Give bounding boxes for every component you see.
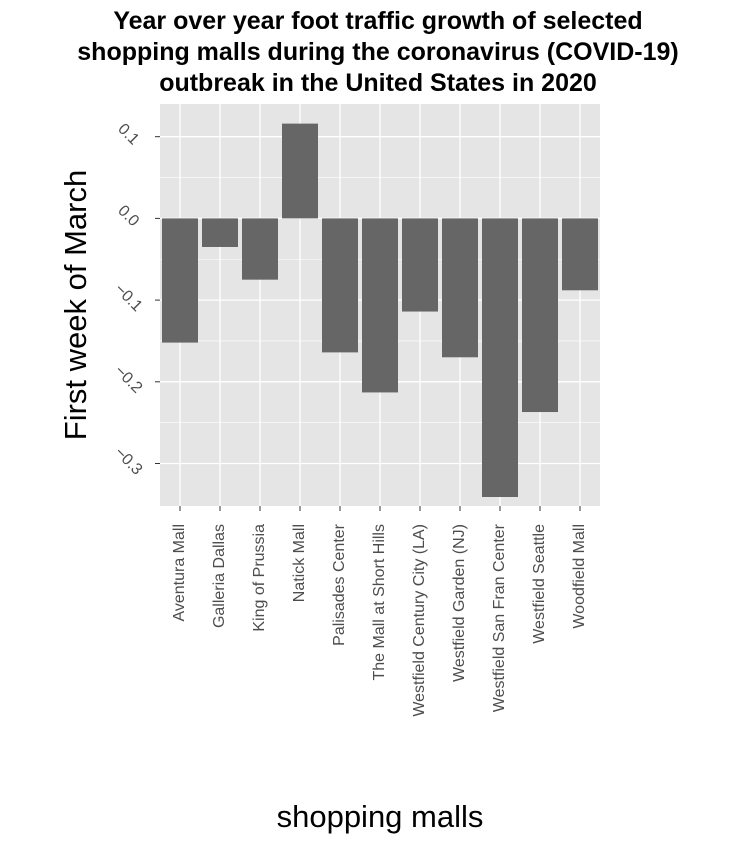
bar: [322, 218, 358, 353]
chart-title-line: outbreak in the United States in 2020: [159, 69, 597, 97]
bar: [202, 218, 238, 247]
x-tick-label: Westfield Seattle: [531, 524, 548, 644]
y-tick-label: −0.2: [111, 362, 145, 396]
x-tick-label: King of Prussia: [251, 524, 268, 632]
x-tick-label: The Mall at Short Hills: [371, 524, 388, 681]
x-tick-label: Woodfield Mall: [571, 524, 588, 629]
bar: [282, 123, 318, 219]
bar: [162, 218, 198, 343]
bar: [362, 218, 398, 393]
bars: [162, 123, 598, 498]
x-tick-label: Natick Mall: [291, 524, 308, 602]
x-tick-label: Westfield Century City (LA): [411, 524, 428, 717]
x-tick-label: Westfield Garden (NJ): [451, 524, 468, 682]
x-tick-label: Palisades Center: [331, 523, 348, 646]
bar: [442, 218, 478, 358]
bar: [482, 218, 518, 498]
x-axis-ticks: Aventura Mall Galleria Dallas King of Prus…: [171, 506, 588, 717]
chart-title-line: Year over year foot traffic growth of se…: [113, 7, 643, 35]
bar: [242, 218, 278, 280]
x-tick-label: Galleria Dallas: [211, 524, 228, 628]
y-axis-title: First week of March: [58, 170, 93, 440]
y-tick-label: 0.1: [114, 121, 142, 149]
y-axis-ticks: 0.1 0.0 −0.1 −0.2 −0.3: [111, 121, 160, 479]
y-tick-label: −0.3: [111, 444, 145, 478]
y-tick-label: −0.1: [111, 281, 145, 315]
chart-title-line: shopping malls during the coronavirus (C…: [77, 38, 679, 66]
x-tick-label: Westfield San Fran Center: [491, 523, 508, 712]
bar: [522, 218, 558, 413]
y-tick-label: 0.0: [114, 202, 142, 230]
x-tick-label: Aventura Mall: [171, 524, 188, 622]
bar: [562, 218, 598, 291]
chart-title: Year over year foot traffic growth of se…: [0, 6, 756, 99]
bar: [402, 218, 438, 312]
x-axis-title: shopping malls: [277, 799, 484, 834]
